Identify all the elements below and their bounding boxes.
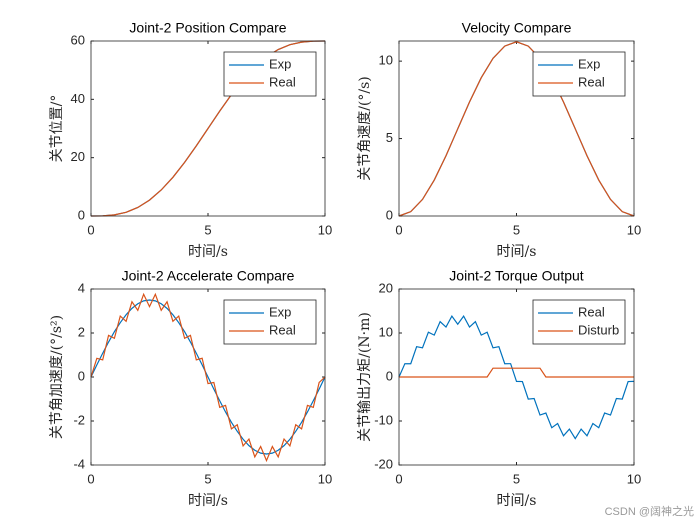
legend-label: Real — [578, 74, 605, 89]
y-tick-label: -20 — [374, 456, 393, 471]
x-tick-label: 10 — [627, 471, 641, 486]
chart-title: Joint-2 Position Compare — [129, 20, 286, 36]
legend-label: Disturb — [578, 322, 619, 337]
y-axis-label: 关节角加速度/(°/s²) — [49, 315, 65, 439]
y-tick-label: 60 — [71, 32, 85, 47]
y-tick-label: 2 — [78, 324, 85, 339]
y-tick-label: 10 — [379, 324, 393, 339]
axes-box — [90, 40, 326, 217]
series-line — [90, 40, 326, 217]
legend-label: Real — [269, 74, 296, 89]
series-line — [398, 41, 635, 217]
legend-label: Exp — [269, 304, 291, 319]
x-tick-label: 0 — [87, 222, 94, 237]
y-tick-label: 0 — [78, 207, 85, 222]
x-tick-label: 5 — [204, 471, 211, 486]
x-tick-label: 0 — [395, 471, 402, 486]
x-axis-label: 时间/s — [497, 244, 537, 260]
y-tick-label: -2 — [73, 412, 85, 427]
y-tick-label: 20 — [71, 149, 85, 164]
y-tick-label: 5 — [386, 130, 393, 145]
y-tick-label: 0 — [78, 368, 85, 383]
legend-label: Real — [269, 322, 296, 337]
x-axis-label: 时间/s — [188, 244, 228, 260]
watermark: CSDN @阔神之光 — [605, 504, 694, 518]
axes-box — [398, 288, 635, 466]
x-tick-label: 0 — [395, 222, 402, 237]
axes-box — [398, 40, 635, 217]
axes-box — [90, 288, 326, 466]
x-tick-label: 5 — [513, 471, 520, 486]
chart-title: Velocity Compare — [462, 20, 572, 36]
legend-box — [223, 299, 317, 345]
legend-label: Real — [578, 304, 605, 319]
x-tick-label: 10 — [318, 222, 332, 237]
y-axis-label: 关节输出力矩/(N·m) — [357, 312, 373, 442]
series-line — [398, 314, 635, 440]
series-line — [90, 292, 326, 463]
chart-title: Joint-2 Accelerate Compare — [122, 268, 295, 284]
y-tick-label: 0 — [386, 368, 393, 383]
legend-box — [223, 51, 317, 97]
legend-box — [532, 299, 626, 345]
series-line — [90, 299, 326, 455]
x-tick-label: 0 — [87, 471, 94, 486]
y-tick-label: 20 — [379, 280, 393, 295]
y-axis-label: 关节角速度/(°/s) — [357, 76, 373, 181]
legend-label: Exp — [578, 56, 600, 71]
x-axis-label: 时间/s — [497, 493, 537, 509]
chart-title: Joint-2 Torque Output — [449, 268, 583, 284]
y-tick-label: 40 — [71, 91, 85, 106]
x-tick-label: 5 — [204, 222, 211, 237]
y-tick-label: -10 — [374, 412, 393, 427]
y-axis-label: 关节位置/° — [49, 95, 65, 163]
y-tick-label: 4 — [78, 280, 85, 295]
x-tick-label: 5 — [513, 222, 520, 237]
legend-box — [532, 51, 626, 97]
x-tick-label: 10 — [318, 471, 332, 486]
x-tick-label: 10 — [627, 222, 641, 237]
y-tick-label: 10 — [379, 53, 393, 68]
legend-label: Exp — [269, 56, 291, 71]
series-line — [399, 367, 634, 378]
x-axis-label: 时间/s — [188, 493, 228, 509]
y-tick-label: -4 — [73, 456, 85, 471]
y-tick-label: 0 — [386, 207, 393, 222]
